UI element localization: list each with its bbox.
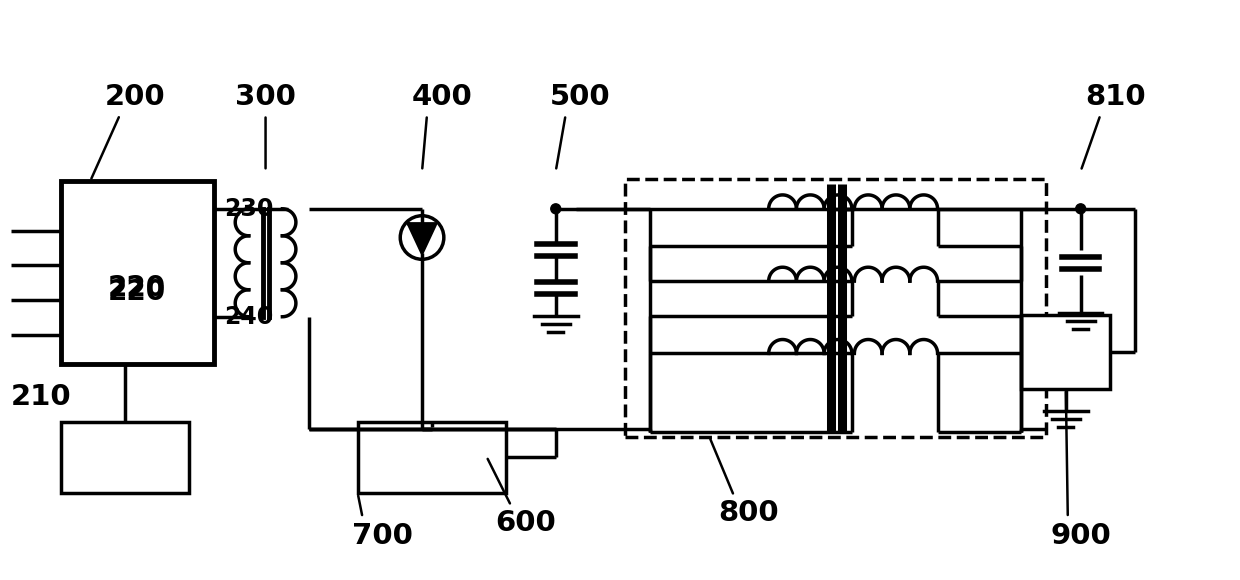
Text: 300: 300 xyxy=(236,83,296,111)
Text: 600: 600 xyxy=(496,509,557,536)
Text: 220: 220 xyxy=(108,274,166,302)
Text: 700: 700 xyxy=(352,521,413,550)
Text: 810: 810 xyxy=(1085,83,1146,111)
Text: 900: 900 xyxy=(1050,521,1111,550)
Bar xyxy=(625,179,1047,437)
Bar xyxy=(1022,315,1110,389)
Circle shape xyxy=(1076,204,1086,214)
Text: 230: 230 xyxy=(224,197,273,221)
Bar xyxy=(61,422,190,493)
Text: 240: 240 xyxy=(224,304,273,329)
Text: 500: 500 xyxy=(551,83,611,111)
Bar xyxy=(357,422,506,493)
Text: 800: 800 xyxy=(718,499,779,527)
Circle shape xyxy=(551,204,560,214)
Polygon shape xyxy=(408,224,436,253)
Bar xyxy=(61,181,215,364)
Text: 200: 200 xyxy=(104,83,165,111)
Text: 210: 210 xyxy=(10,383,71,411)
Text: 220: 220 xyxy=(108,278,166,306)
Text: 400: 400 xyxy=(412,83,472,111)
